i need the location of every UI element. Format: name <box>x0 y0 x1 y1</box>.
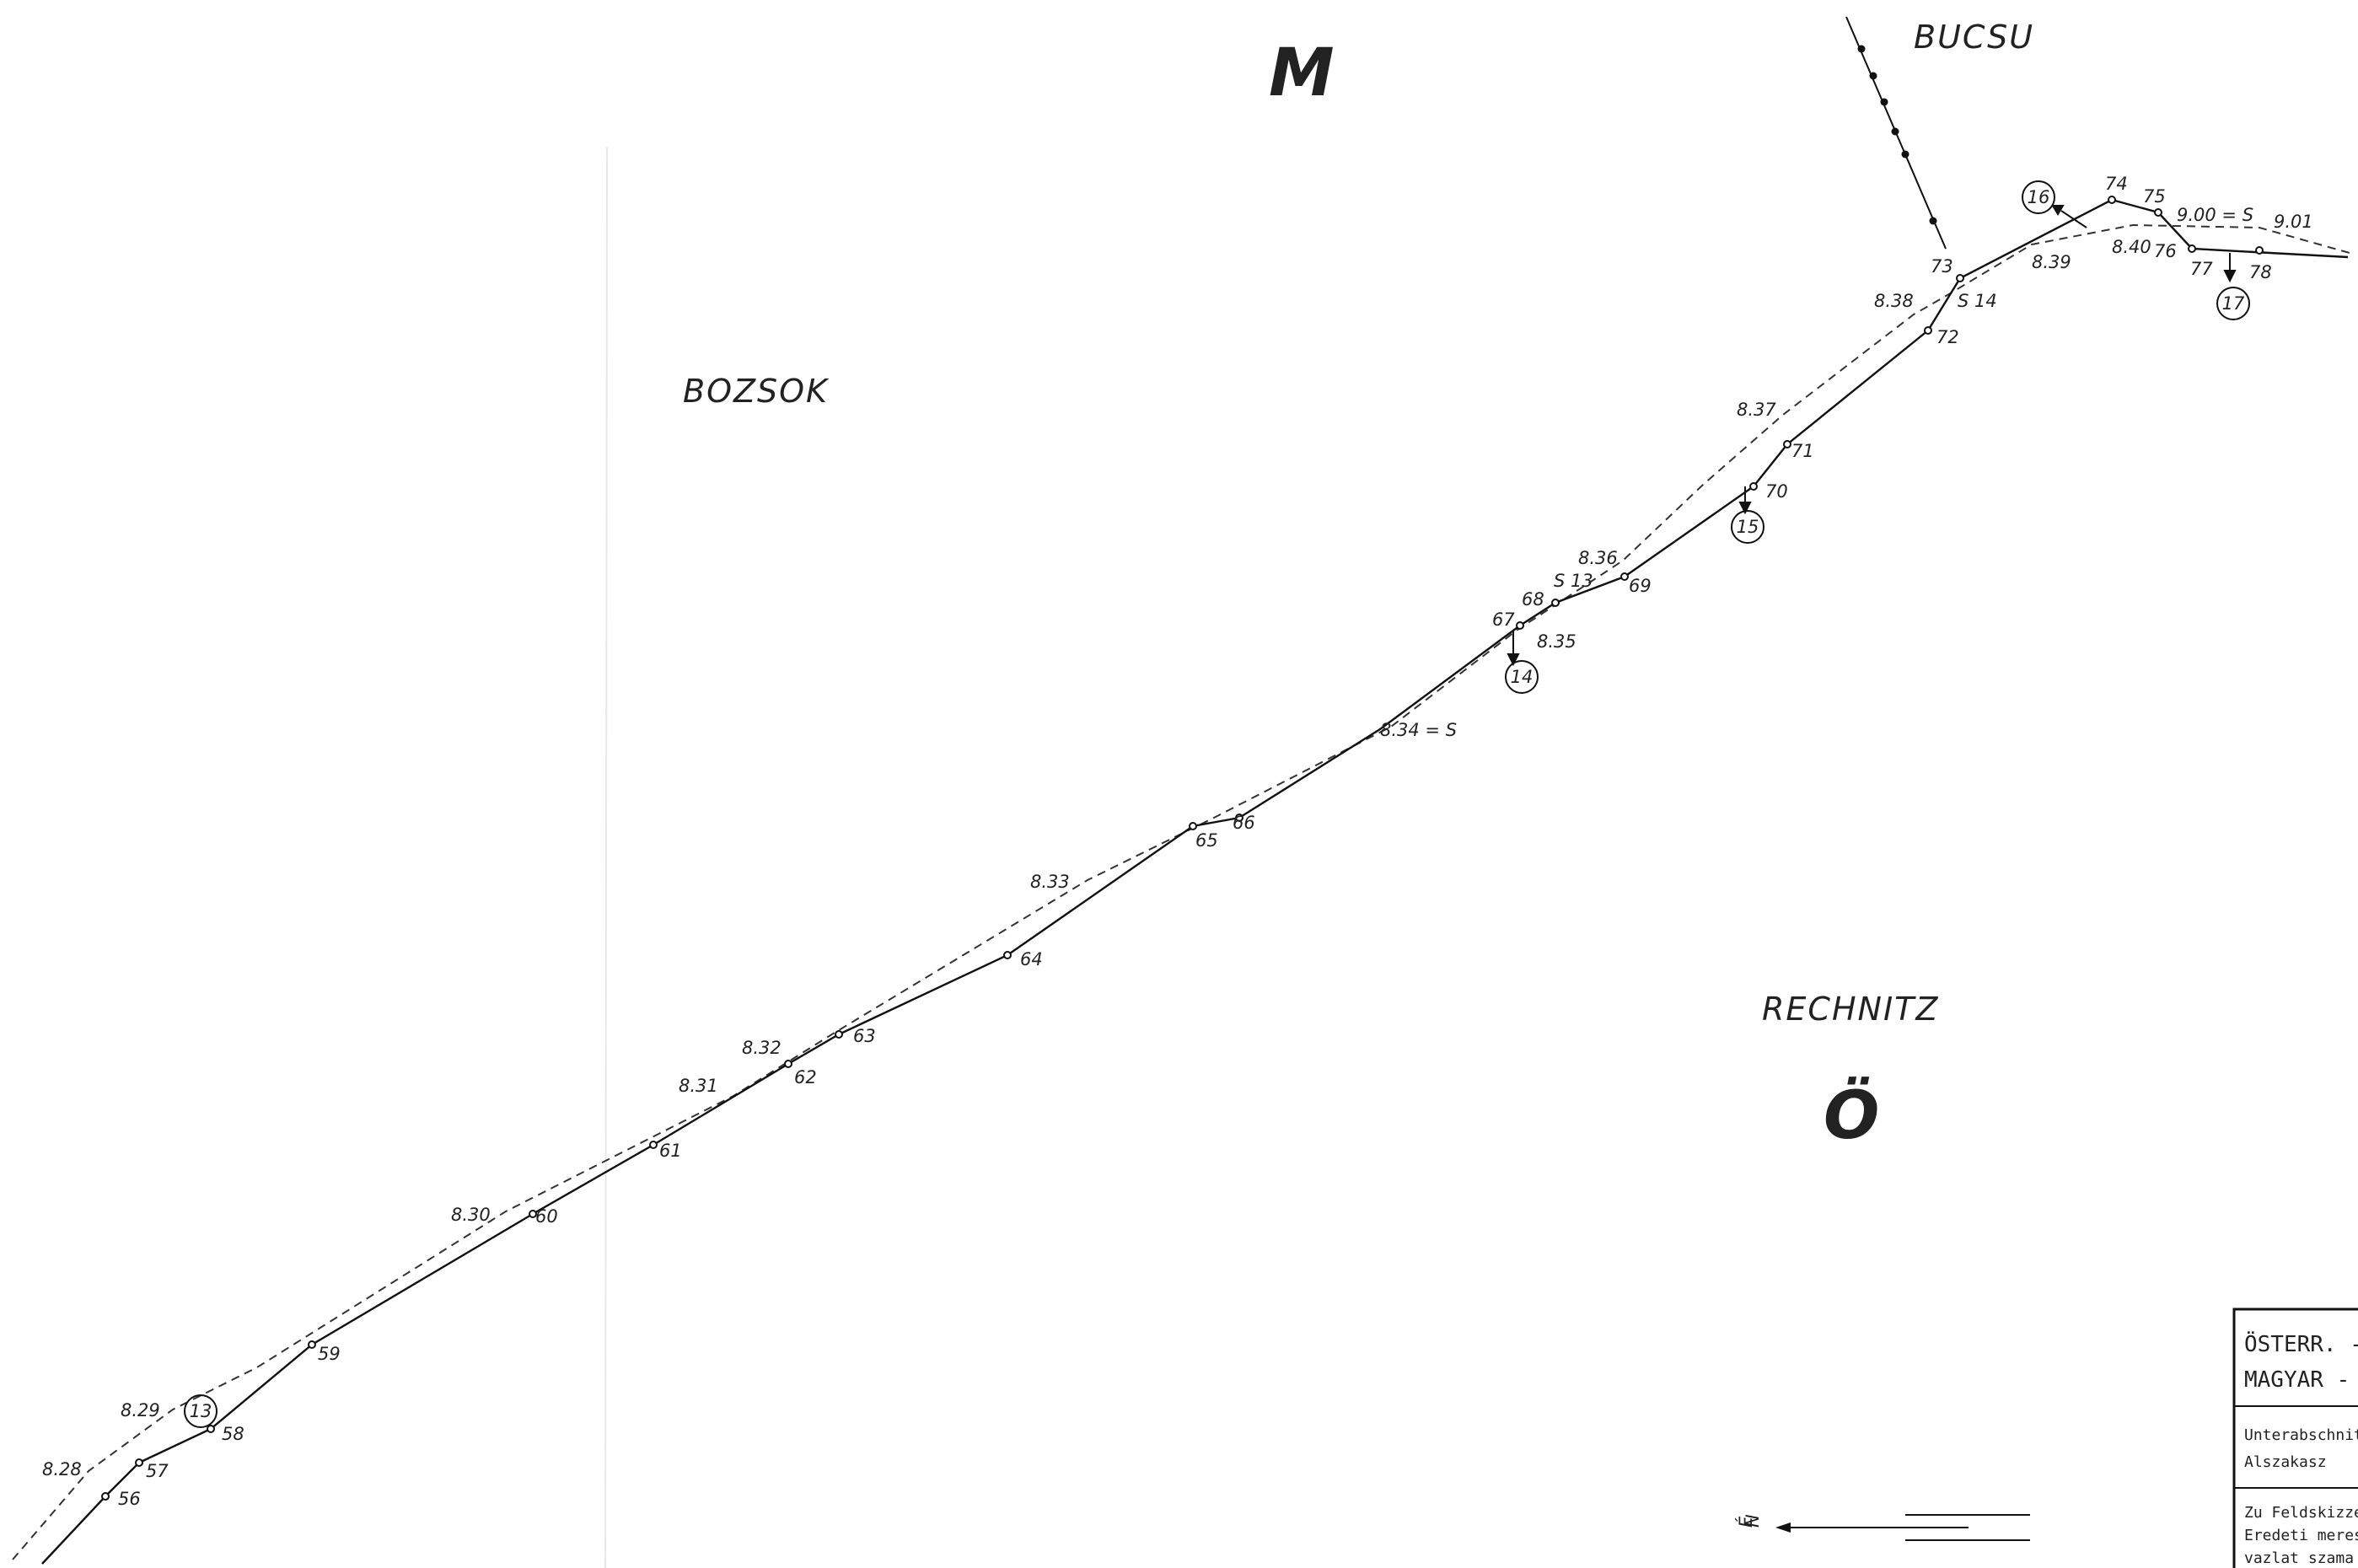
stone-label-8.35: 8.35 <box>1537 631 1576 652</box>
marker-arrows <box>1507 205 2237 667</box>
region-label-rechnitz: RECHNITZ <box>1762 991 1939 1028</box>
stone-label-8.38: 8.38 <box>1874 291 1914 311</box>
section-line-1: Unterabschnitt <box>2244 1426 2358 1444</box>
stone-label-8.29: 8.29 <box>121 1400 160 1420</box>
point-label-70: 70 <box>1765 481 1788 502</box>
dashed-boundary-line <box>12 223 2350 1560</box>
point-label-74: 74 <box>2105 174 2128 194</box>
stone-label-8.34: 8.34 = S <box>1380 720 1457 740</box>
point-label-76: 76 <box>2154 241 2177 261</box>
stone-label-s14: S 14 <box>1958 291 1997 311</box>
point-label-64: 64 <box>1020 949 1043 969</box>
stone-label-s13: S 13 <box>1554 571 1593 591</box>
point-label-57: 57 <box>146 1461 169 1481</box>
point-label-58: 58 <box>222 1424 244 1444</box>
stone-label-9.01: 9.01 <box>2274 212 2313 232</box>
country-letter-magyar: M <box>1269 35 1335 111</box>
stone-label-8.32: 8.32 <box>742 1038 782 1058</box>
region-label-bozsok: BOZSOK <box>683 373 830 410</box>
sketch-line-3: vazlat szama <box>2244 1549 2354 1567</box>
point-markers <box>101 196 2264 1501</box>
point-label-61: 61 <box>659 1141 682 1161</box>
circled-marker-15: 15 <box>1737 517 1759 537</box>
circled-marker-17: 17 <box>2222 293 2245 314</box>
sketch-line-2: Eredeti meresi <box>2244 1527 2358 1544</box>
north-arrow-label: N <box>1743 1514 1763 1528</box>
stone-label-8.36: 8.36 <box>1578 548 1618 568</box>
paper-fold-line <box>604 147 608 1568</box>
stone-label-8.40: 8.40 <box>2112 237 2151 257</box>
point-label-56: 56 <box>118 1489 141 1509</box>
point-label-77: 77 <box>2190 259 2213 279</box>
title-block: ÖSTERR. - U MAGYAR - O Unterabschnitt Al… <box>2232 1308 2358 1568</box>
point-label-62: 62 <box>794 1067 817 1087</box>
north-arrow-side-label: É <box>1735 1516 1756 1528</box>
solid-boundary-line <box>41 198 2349 1565</box>
circled-marker-16: 16 <box>2028 187 2050 207</box>
point-label-73: 73 <box>1931 256 1953 277</box>
point-label-72: 72 <box>1936 327 1959 347</box>
point-label-75: 75 <box>2143 186 2166 207</box>
point-label-67: 67 <box>1492 609 1515 630</box>
title-line-1: ÖSTERR. - U <box>2244 1330 2358 1357</box>
region-label-bucsu: BUCSU <box>1914 19 2034 56</box>
north-arrow: É N <box>1735 1514 2030 1541</box>
north-arrow-head <box>1775 1522 1791 1533</box>
circled-marker-13: 13 <box>190 1401 212 1421</box>
point-label-68: 68 <box>1522 589 1544 609</box>
circled-markers <box>184 180 2250 1428</box>
country-letter-osterreich: Ö <box>1824 1077 1879 1154</box>
sketch-line-1: Zu Feldskizze N <box>2244 1504 2358 1522</box>
point-label-65: 65 <box>1195 830 1218 851</box>
stone-label-8.28: 8.28 <box>42 1459 82 1479</box>
stone-label-8.31: 8.31 <box>679 1076 718 1096</box>
stone-label-8.39: 8.39 <box>2032 252 2071 272</box>
stone-label-9.00: 9.00 = S <box>2177 205 2253 225</box>
point-label-71: 71 <box>1791 441 1814 461</box>
section-line-2: Alszakasz <box>2244 1453 2327 1471</box>
point-label-78: 78 <box>2249 262 2272 282</box>
point-label-60: 60 <box>535 1206 558 1227</box>
title-line-2: MAGYAR - O <box>2244 1367 2358 1393</box>
point-label-69: 69 <box>1629 576 1652 596</box>
point-label-59: 59 <box>318 1344 341 1364</box>
bank-markers <box>1857 45 1937 225</box>
stone-label-8.37: 8.37 <box>1737 400 1776 420</box>
stone-label-8.30: 8.30 <box>451 1205 491 1225</box>
circled-marker-14: 14 <box>1511 667 1534 687</box>
point-label-66: 66 <box>1233 813 1255 833</box>
stone-label-8.33: 8.33 <box>1030 872 1070 892</box>
point-label-63: 63 <box>853 1026 876 1046</box>
